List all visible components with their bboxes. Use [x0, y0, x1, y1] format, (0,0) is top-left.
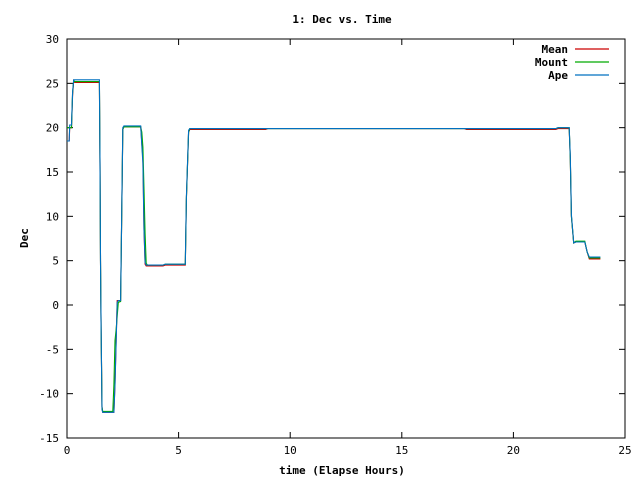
plot-frame: [66, 38, 626, 439]
y-axis-label: Dec: [18, 228, 31, 248]
x-axis-label: time (Elapse Hours): [279, 464, 405, 477]
series-lines: [67, 79, 601, 413]
y-tick-label: 0: [52, 299, 59, 312]
y-tick-label: 5: [52, 255, 59, 268]
x-tick-label: 10: [284, 444, 297, 457]
y-tick-label: 20: [46, 122, 59, 135]
x-axis: 0 5 10 15 20 25: [64, 39, 632, 457]
plot-area: [66, 38, 626, 439]
y-tick-label: -10: [39, 388, 59, 401]
y-tick-label: -15: [39, 432, 59, 445]
y-tick-label: 25: [46, 77, 59, 90]
y-tick-label: 10: [46, 210, 59, 223]
legend-label-mount: Mount: [535, 56, 568, 69]
y-tick-label: -5: [46, 343, 59, 356]
x-tick-label: 5: [175, 444, 182, 457]
series-line-ape: [67, 79, 601, 413]
x-tick-label: 25: [618, 444, 631, 457]
x-tick-label: 0: [64, 444, 71, 457]
legend-label-mean: Mean: [542, 43, 569, 56]
y-tick-label: 30: [46, 33, 59, 46]
chart-title: 1: Dec vs. Time: [292, 13, 392, 26]
y-tick-label: 15: [46, 166, 59, 179]
x-tick-label: 20: [507, 444, 520, 457]
y-axis: -15 -10 -5 0 5 10 15 20 25 30: [39, 33, 625, 445]
legend-label-ape: Ape: [548, 69, 568, 82]
x-tick-label: 15: [395, 444, 408, 457]
